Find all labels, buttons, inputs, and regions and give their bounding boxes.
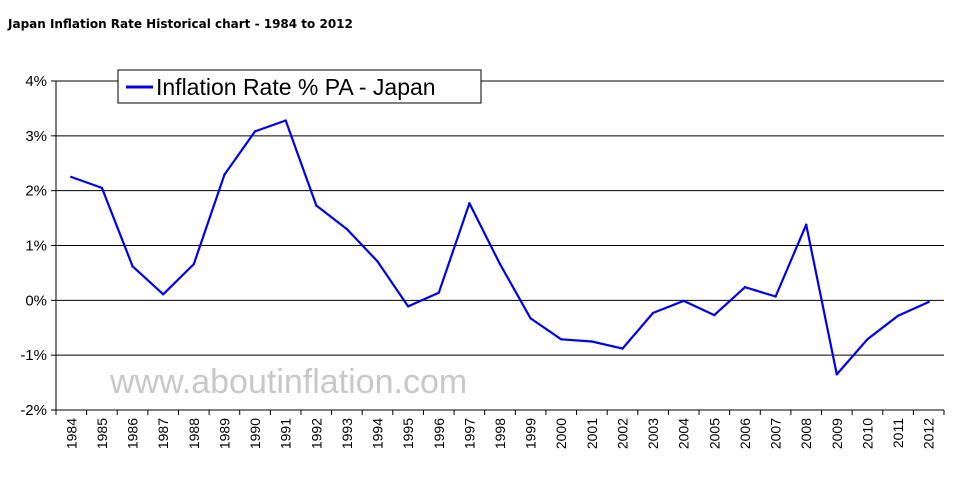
x-tick-label: 2012: [921, 418, 937, 449]
x-tick-label: 1997: [461, 418, 477, 449]
data-point: [100, 186, 104, 190]
data-point: [376, 260, 379, 263]
data-point: [406, 305, 410, 308]
data-point: [468, 202, 471, 205]
data-point: [529, 317, 532, 320]
data-point: [682, 299, 685, 303]
x-tick-label: 1999: [523, 418, 539, 449]
x-tick-label: 2001: [584, 418, 600, 449]
x-tick-label: 1990: [247, 418, 263, 449]
x-tick-label: 2002: [614, 418, 630, 449]
data-point: [866, 338, 869, 341]
data-point: [743, 285, 747, 289]
y-tick-label: 1%: [25, 238, 47, 255]
x-tick-label: 1986: [125, 418, 141, 449]
x-tick-label: 1984: [63, 418, 79, 449]
data-point: [774, 295, 777, 298]
watermark-text: www.aboutinflation.com: [109, 363, 467, 401]
legend-box: [117, 69, 482, 104]
y-tick-label: 3%: [25, 128, 47, 145]
data-point: [284, 119, 287, 122]
data-point: [651, 311, 655, 315]
x-tick-label: 1998: [492, 418, 508, 449]
x-tick-label: 2000: [553, 418, 569, 449]
y-tick-label: 0%: [25, 292, 47, 309]
y-tick-label: 2%: [25, 183, 47, 200]
x-tick-label: 1995: [400, 418, 416, 449]
x-tick-label: 1989: [216, 418, 232, 449]
x-tick-label: 1987: [155, 418, 171, 449]
y-axis-ticks: 4% 3% 2% 1% 0% -1% -2%: [20, 73, 47, 419]
y-tick-label: -2%: [20, 402, 47, 419]
x-tick-label: 2004: [676, 418, 692, 449]
x-tick-label: 1985: [94, 418, 110, 449]
x-tick-label: 1988: [186, 418, 202, 449]
data-point: [590, 340, 594, 343]
data-point: [560, 338, 563, 341]
x-tick-label: 1994: [370, 418, 386, 449]
x-tick-label: 2011: [890, 418, 906, 448]
data-point: [498, 262, 502, 266]
data-point: [835, 373, 839, 376]
data-point: [345, 227, 349, 231]
x-tick-label: 2009: [829, 418, 845, 449]
data-point: [315, 204, 318, 207]
data-point: [896, 314, 900, 317]
data-point: [223, 173, 226, 176]
data-point: [253, 130, 257, 133]
x-tick-label: 2005: [706, 418, 722, 449]
legend: Inflation Rate % PA - Japan: [117, 69, 482, 104]
data-point: [437, 291, 440, 294]
x-axis-ticks: 1984 1985 1986 1987 1988 1989 1990 1991 1992 1993…: [63, 418, 936, 449]
legend-label: Inflation Rate % PA - Japan: [156, 74, 436, 100]
series-line: [70, 119, 930, 376]
data-point: [805, 223, 808, 226]
y-tick-label: -1%: [20, 347, 47, 364]
data-point: [70, 175, 73, 179]
data-point: [161, 293, 165, 296]
data-point: [927, 300, 930, 304]
x-tick-label: 2007: [768, 418, 784, 449]
chart-title: Japan Inflation Rate Historical chart - …: [8, 17, 353, 31]
data-point: [621, 347, 624, 350]
x-tick-label: 1993: [339, 418, 355, 449]
x-tick-label: 2003: [645, 418, 661, 449]
data-point: [131, 265, 134, 268]
x-tick-label: 2006: [737, 418, 753, 449]
data-point: [713, 313, 716, 317]
axes: [51, 80, 945, 415]
y-tick-label: 4%: [25, 73, 47, 90]
data-point: [192, 262, 195, 266]
x-tick-label: 2010: [859, 418, 875, 449]
x-tick-label: 2008: [798, 418, 814, 449]
series-layer: [70, 119, 930, 376]
x-tick-label: 1996: [431, 418, 447, 449]
x-tick-label: 1991: [278, 418, 294, 449]
x-tick-label: 1992: [308, 418, 324, 449]
